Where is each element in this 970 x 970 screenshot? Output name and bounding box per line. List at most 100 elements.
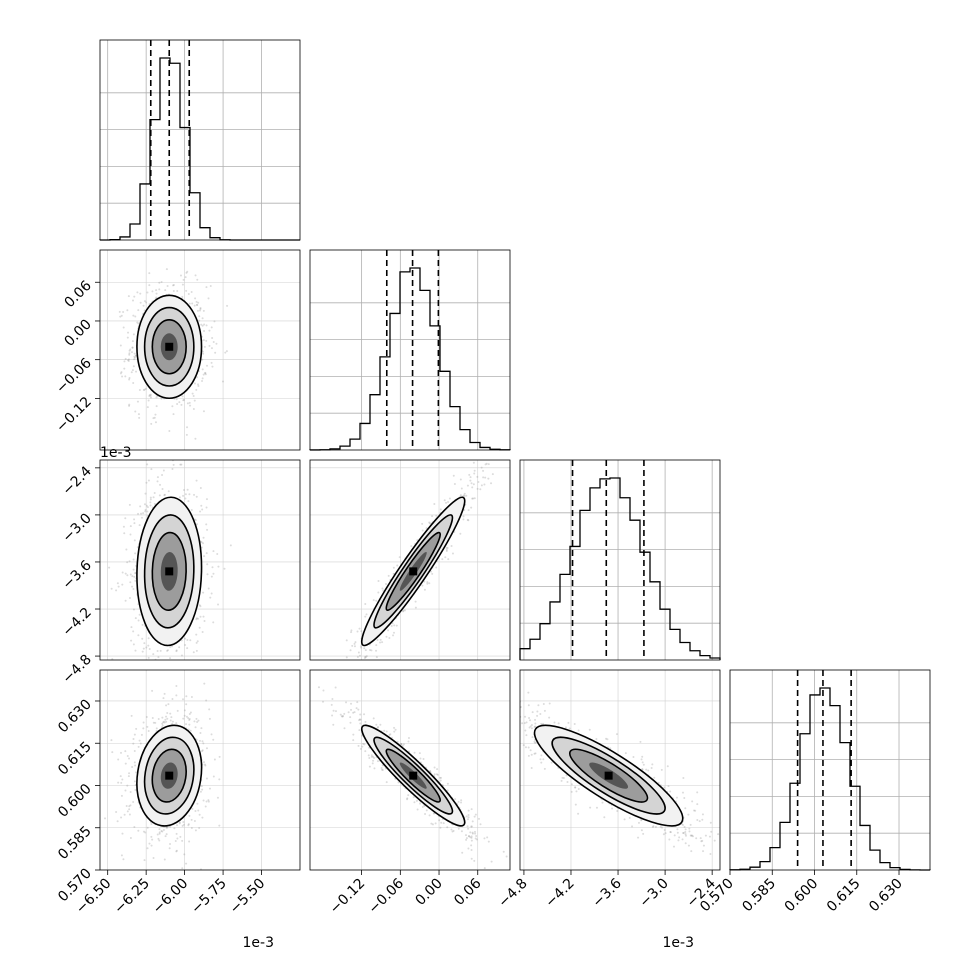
scatter-point (375, 649, 378, 652)
scatter-point (428, 582, 431, 585)
scatter-point (133, 518, 136, 521)
scatter-point (133, 733, 136, 736)
scatter-point (540, 761, 543, 764)
scatter-point (349, 671, 351, 673)
scatter-point (201, 750, 204, 753)
scatter-point (134, 354, 137, 357)
scatter-point (122, 858, 125, 861)
hist-frame-1 (309, 249, 511, 451)
scatter-point (418, 752, 421, 755)
scatter-point (174, 840, 177, 843)
scatter-point (675, 796, 678, 799)
scatter-point (486, 836, 489, 839)
scatter-point (158, 831, 161, 834)
scatter-point (218, 778, 221, 781)
scatter-point (355, 663, 357, 665)
scatter-point (357, 744, 360, 747)
scatter-point (190, 818, 193, 821)
scatter-point (193, 304, 196, 307)
scatter-point (430, 570, 433, 573)
scatter-point (210, 347, 213, 350)
scatter-point (142, 304, 145, 307)
scatter-point (189, 404, 192, 407)
scatter-point (468, 473, 471, 476)
scatter-point (126, 336, 129, 339)
scatter-point (144, 831, 147, 834)
scatter-point (178, 822, 181, 825)
scatter-point (182, 717, 185, 720)
scatter-point (520, 706, 522, 709)
scatter-point (328, 675, 330, 677)
scatter-point (205, 699, 208, 702)
scatter-point (465, 838, 468, 841)
scatter-point (442, 822, 445, 825)
scatter-point (473, 497, 476, 500)
scatter-point (161, 830, 164, 833)
scatter-point (319, 721, 321, 723)
scatter-point (171, 697, 174, 700)
scatter-point (162, 828, 165, 831)
scatter-point (202, 536, 205, 539)
scatter-point (187, 292, 190, 295)
scatter-point (117, 781, 120, 784)
scatter-point (131, 585, 134, 588)
scatter-point (384, 583, 387, 586)
scatter-point (122, 326, 125, 329)
scatter-point (475, 838, 478, 841)
scatter-point (407, 740, 410, 743)
scatter-point (467, 813, 470, 816)
scatter-point (330, 707, 332, 709)
scatter-point (146, 725, 149, 728)
scatter-point (143, 642, 146, 645)
scatter-point (126, 755, 129, 758)
scatter-point (531, 736, 534, 739)
scatter-point (180, 403, 183, 406)
scatter-point (196, 376, 199, 379)
scatter-point (200, 785, 203, 788)
scatter-point (200, 241, 202, 243)
scatter-point (172, 413, 175, 416)
scatter-point (127, 360, 130, 363)
scatter-point (469, 476, 472, 479)
scatter-point (172, 284, 175, 287)
scatter-point (191, 807, 194, 810)
scatter-point (492, 456, 494, 458)
scatter-point (197, 809, 200, 812)
scatter-point (682, 832, 685, 835)
scatter-point (392, 572, 395, 575)
scatter-point (332, 723, 335, 726)
scatter-point (498, 679, 500, 681)
scatter-point (132, 382, 135, 385)
scatter-point (148, 395, 151, 398)
scatter-point (470, 849, 473, 852)
scatter-point (175, 722, 178, 725)
scatter-point (124, 789, 127, 792)
scatter-point (201, 324, 204, 327)
scatter-point (465, 815, 468, 818)
scatter-point (195, 618, 198, 621)
scatter-point (347, 711, 350, 714)
scatter-point (696, 803, 699, 806)
scatter-point (152, 496, 155, 499)
scatter-point (689, 823, 692, 826)
scatter-point (474, 813, 477, 816)
scatter-point (372, 599, 375, 602)
scatter-point (157, 717, 160, 720)
scatter-point (122, 311, 125, 314)
scatter-point (205, 339, 208, 342)
scatter-point (194, 297, 197, 300)
scatter-point (205, 286, 208, 289)
scatter-point (343, 727, 346, 730)
scatter-point (445, 548, 448, 551)
scatter-point (166, 717, 169, 720)
scatter-point (128, 404, 131, 407)
scatter-point (196, 676, 198, 678)
scatter-point (511, 702, 513, 704)
scatter-point (210, 326, 213, 329)
scatter-point (201, 816, 204, 819)
scatter-point (451, 552, 454, 555)
scatter-point (185, 862, 188, 865)
scatter-point (158, 281, 161, 284)
scatter-point (166, 649, 169, 652)
scatter-point (198, 309, 201, 312)
